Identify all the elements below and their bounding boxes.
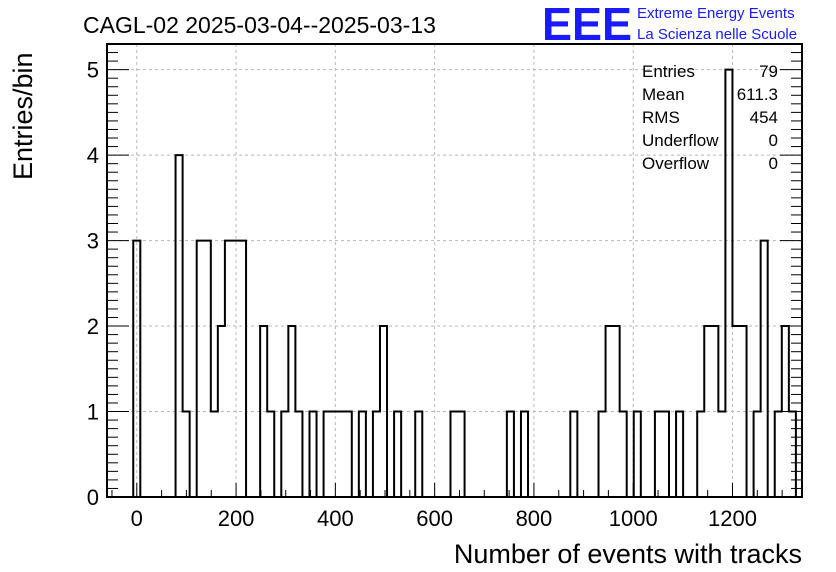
y-tick-label: 1	[87, 400, 99, 425]
histogram-outline	[132, 68, 797, 498]
stats-label: Mean	[642, 85, 685, 104]
histogram-bin	[197, 241, 204, 497]
y-axis-title: Entries/bin	[8, 52, 38, 180]
histogram-bin	[775, 412, 782, 497]
histogram-bin	[458, 412, 465, 497]
x-tick-label: 400	[317, 506, 354, 531]
tick-labels: 0 200 400 600 800 1000 1200 0 1 2 3 4 5	[87, 58, 757, 531]
y-tick-label: 0	[87, 485, 99, 510]
histogram-bin	[331, 412, 338, 497]
histogram-bin	[634, 412, 641, 497]
histogram-bin	[662, 412, 669, 497]
histogram-series	[132, 68, 797, 498]
histogram-bin	[599, 412, 606, 497]
y-tick-label: 2	[87, 314, 99, 339]
histogram-bin	[718, 412, 725, 497]
histogram-bin	[394, 412, 401, 497]
stats-value: 454	[750, 108, 778, 127]
histogram-bin	[295, 412, 302, 497]
x-tick-label: 0	[131, 506, 143, 531]
histogram-bin	[620, 412, 627, 497]
histogram-bin	[676, 412, 683, 497]
stats-label: Underflow	[642, 131, 719, 150]
histogram-bin	[211, 412, 218, 497]
axis-ticks	[107, 52, 802, 498]
histogram-bin	[521, 412, 528, 497]
histogram-bin	[415, 412, 422, 497]
stats-value: 611.3	[737, 85, 778, 104]
histogram-bin	[204, 241, 211, 497]
histogram-bin	[725, 70, 732, 497]
histogram-bin	[324, 412, 331, 497]
histogram-bin	[183, 412, 190, 497]
stats-value: 0	[769, 131, 778, 150]
logo-mark: EEE	[542, 0, 632, 50]
logo-line-1: Extreme Energy Events	[637, 5, 795, 22]
histogram-bin	[225, 241, 232, 497]
x-tick-label: 1000	[609, 506, 658, 531]
histogram-bin	[450, 412, 457, 497]
stats-box: Entries 79 Mean 611.3 RMS 454 Underflow 0 Overfl…	[642, 62, 778, 173]
histogram-bin	[338, 412, 345, 497]
chart-title: CAGL-02 2025-03-04--2025-03-13	[83, 12, 436, 38]
stats-value: 79	[759, 62, 778, 81]
stats-label: Overflow	[642, 154, 710, 173]
histogram-bin	[697, 412, 704, 497]
y-tick-label: 4	[87, 143, 99, 168]
y-tick-label: 5	[87, 58, 99, 83]
histogram-bin	[239, 241, 246, 497]
histogram-bin	[761, 241, 768, 497]
histogram-bin	[281, 412, 288, 497]
plot-frame	[106, 43, 803, 498]
histogram-bin	[655, 412, 662, 497]
x-axis-title: Number of events with tracks	[454, 539, 802, 569]
histogram-bin	[345, 412, 352, 497]
stats-label: RMS	[642, 108, 680, 127]
x-tick-label: 800	[516, 506, 553, 531]
x-tick-label: 200	[218, 506, 255, 531]
histogram-bin	[754, 412, 761, 497]
histogram-bin	[507, 412, 514, 497]
histogram-bin	[359, 412, 366, 497]
histogram-bin	[232, 241, 239, 497]
logo-line-2: La Scienza nelle Scuole	[637, 26, 797, 43]
histogram-bin	[267, 412, 274, 497]
x-tick-label: 1200	[708, 506, 757, 531]
stats-value: 0	[769, 154, 778, 173]
histogram-bin	[309, 412, 316, 497]
histogram-bin	[570, 412, 577, 497]
histogram-bin	[373, 412, 380, 497]
stats-label: Entries	[642, 62, 695, 81]
y-tick-label: 3	[87, 229, 99, 254]
eee-logo: EEE Extreme Energy Events La Scienza nel…	[542, 0, 797, 50]
x-tick-label: 600	[416, 506, 453, 531]
